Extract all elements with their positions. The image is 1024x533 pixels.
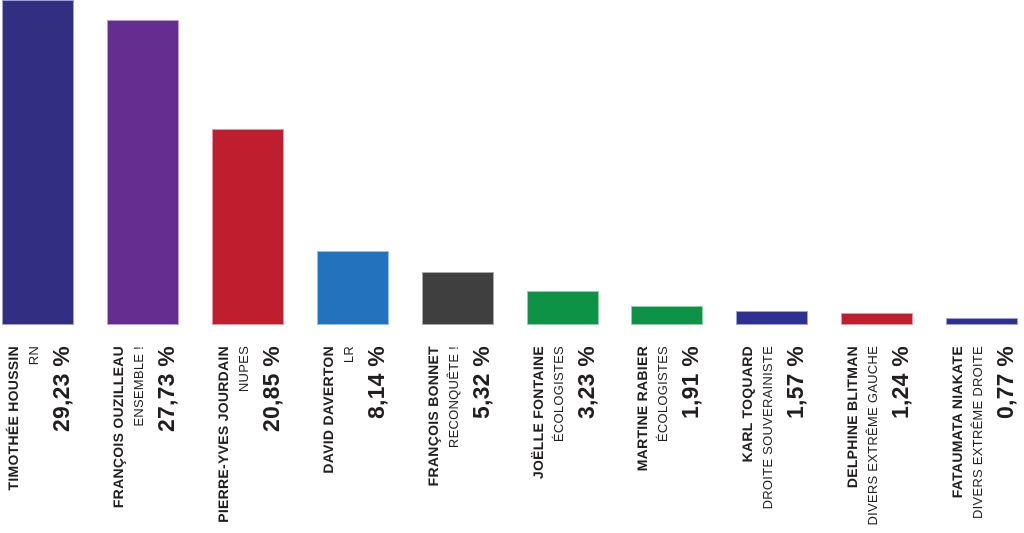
bar-4 — [317, 251, 389, 325]
value-label: 29,23 % — [48, 346, 74, 433]
candidate-name: FRANÇOIS BONNET — [425, 346, 441, 487]
bar-label-group-10: FATAUMATA NIAKATE DIVERS EXTRÊME DROITE 0,… — [947, 346, 1020, 533]
party-name: DIVERS EXTRÊME DROITE — [970, 346, 985, 520]
value-label: 1,91 % — [677, 346, 703, 419]
bar-5 — [422, 272, 494, 325]
party-name: LR — [341, 346, 356, 364]
party-name: ÉCOLOGISTES — [655, 346, 670, 443]
party-name: RN — [26, 346, 41, 366]
bar-label-group-1: TIMOTHÉE HOUSSIN RN 29,23 % — [3, 346, 76, 533]
candidate-name: DAVID DAVERTON — [320, 346, 336, 474]
bar-label-rotated: TIMOTHÉE HOUSSIN RN 29,23 % — [3, 346, 76, 533]
bar-label-group-4: DAVID DAVERTON LR 8,14 % — [318, 346, 391, 533]
bar-label-rotated: PIERRE-YVES JOURDAIN NUPES 20,85 % — [213, 346, 286, 533]
party-name: NUPES — [236, 346, 251, 393]
party-name: ENSEMBLE ! — [131, 346, 146, 427]
candidate-name: FRANÇOIS OUZILLEAU — [110, 346, 126, 509]
value-label: 0,77 % — [992, 346, 1018, 419]
bar-label-group-3: PIERRE-YVES JOURDAIN NUPES 20,85 % — [213, 346, 286, 533]
value-label: 1,57 % — [782, 346, 808, 419]
bar-label-group-2: FRANÇOIS OUZILLEAU ENSEMBLE ! 27,73 % — [108, 346, 181, 533]
bar-9 — [841, 313, 913, 325]
bar-label-group-6: JOËLLE FONTAINE ÉCOLOGISTES 3,23 % — [528, 346, 601, 533]
bar-label-group-8: KARL TOQUARD DROITE SOUVERAINISTE 1,57 % — [737, 346, 810, 533]
bar-10 — [946, 318, 1018, 325]
party-name: RECONQUÊTE ! — [446, 346, 461, 449]
value-label: 3,23 % — [573, 346, 599, 419]
bar-label-rotated: DAVID DAVERTON LR 8,14 % — [318, 346, 391, 533]
bar-label-rotated: DELPHINE BLITMAN DIVERS EXTRÊME GAUCHE 1,2… — [842, 346, 915, 533]
bar-6 — [527, 291, 599, 325]
party-name: DROITE SOUVERAINISTE — [760, 346, 775, 510]
candidate-name: KARL TOQUARD — [739, 346, 755, 463]
bar-3 — [212, 129, 284, 325]
bar-label-rotated: FATAUMATA NIAKATE DIVERS EXTRÊME DROITE 0,… — [947, 346, 1020, 533]
value-label: 20,85 % — [258, 346, 284, 433]
bar-label-group-9: DELPHINE BLITMAN DIVERS EXTRÊME GAUCHE 1,2… — [842, 346, 915, 533]
bar-label-group-7: MARTINE RABIER ÉCOLOGISTES 1,91 % — [632, 346, 705, 533]
bar-7 — [631, 306, 703, 325]
bar-2 — [107, 20, 179, 325]
bar-label-rotated: JOËLLE FONTAINE ÉCOLOGISTES 3,23 % — [528, 346, 601, 533]
candidate-name: TIMOTHÉE HOUSSIN — [5, 346, 21, 491]
candidate-name: FATAUMATA NIAKATE — [949, 346, 965, 499]
bar-label-group-5: FRANÇOIS BONNET RECONQUÊTE ! 5,32 % — [423, 346, 496, 533]
value-label: 27,73 % — [153, 346, 179, 433]
bar-label-rotated: FRANÇOIS OUZILLEAU ENSEMBLE ! 27,73 % — [108, 346, 181, 533]
bar-label-rotated: MARTINE RABIER ÉCOLOGISTES 1,91 % — [632, 346, 705, 533]
candidate-name: PIERRE-YVES JOURDAIN — [215, 346, 231, 523]
candidate-name: DELPHINE BLITMAN — [844, 346, 860, 489]
value-label: 1,24 % — [887, 346, 913, 419]
value-label: 5,32 % — [468, 346, 494, 419]
bar-label-rotated: FRANÇOIS BONNET RECONQUÊTE ! 5,32 % — [423, 346, 496, 533]
party-name: DIVERS EXTRÊME GAUCHE — [865, 346, 880, 526]
bar-8 — [736, 311, 808, 325]
value-label: 8,14 % — [363, 346, 389, 419]
candidate-name: JOËLLE FONTAINE — [530, 346, 546, 480]
bar-1 — [2, 0, 74, 325]
bar-label-rotated: KARL TOQUARD DROITE SOUVERAINISTE 1,57 % — [737, 346, 810, 533]
party-name: ÉCOLOGISTES — [551, 346, 566, 443]
candidate-name: MARTINE RABIER — [634, 346, 650, 472]
